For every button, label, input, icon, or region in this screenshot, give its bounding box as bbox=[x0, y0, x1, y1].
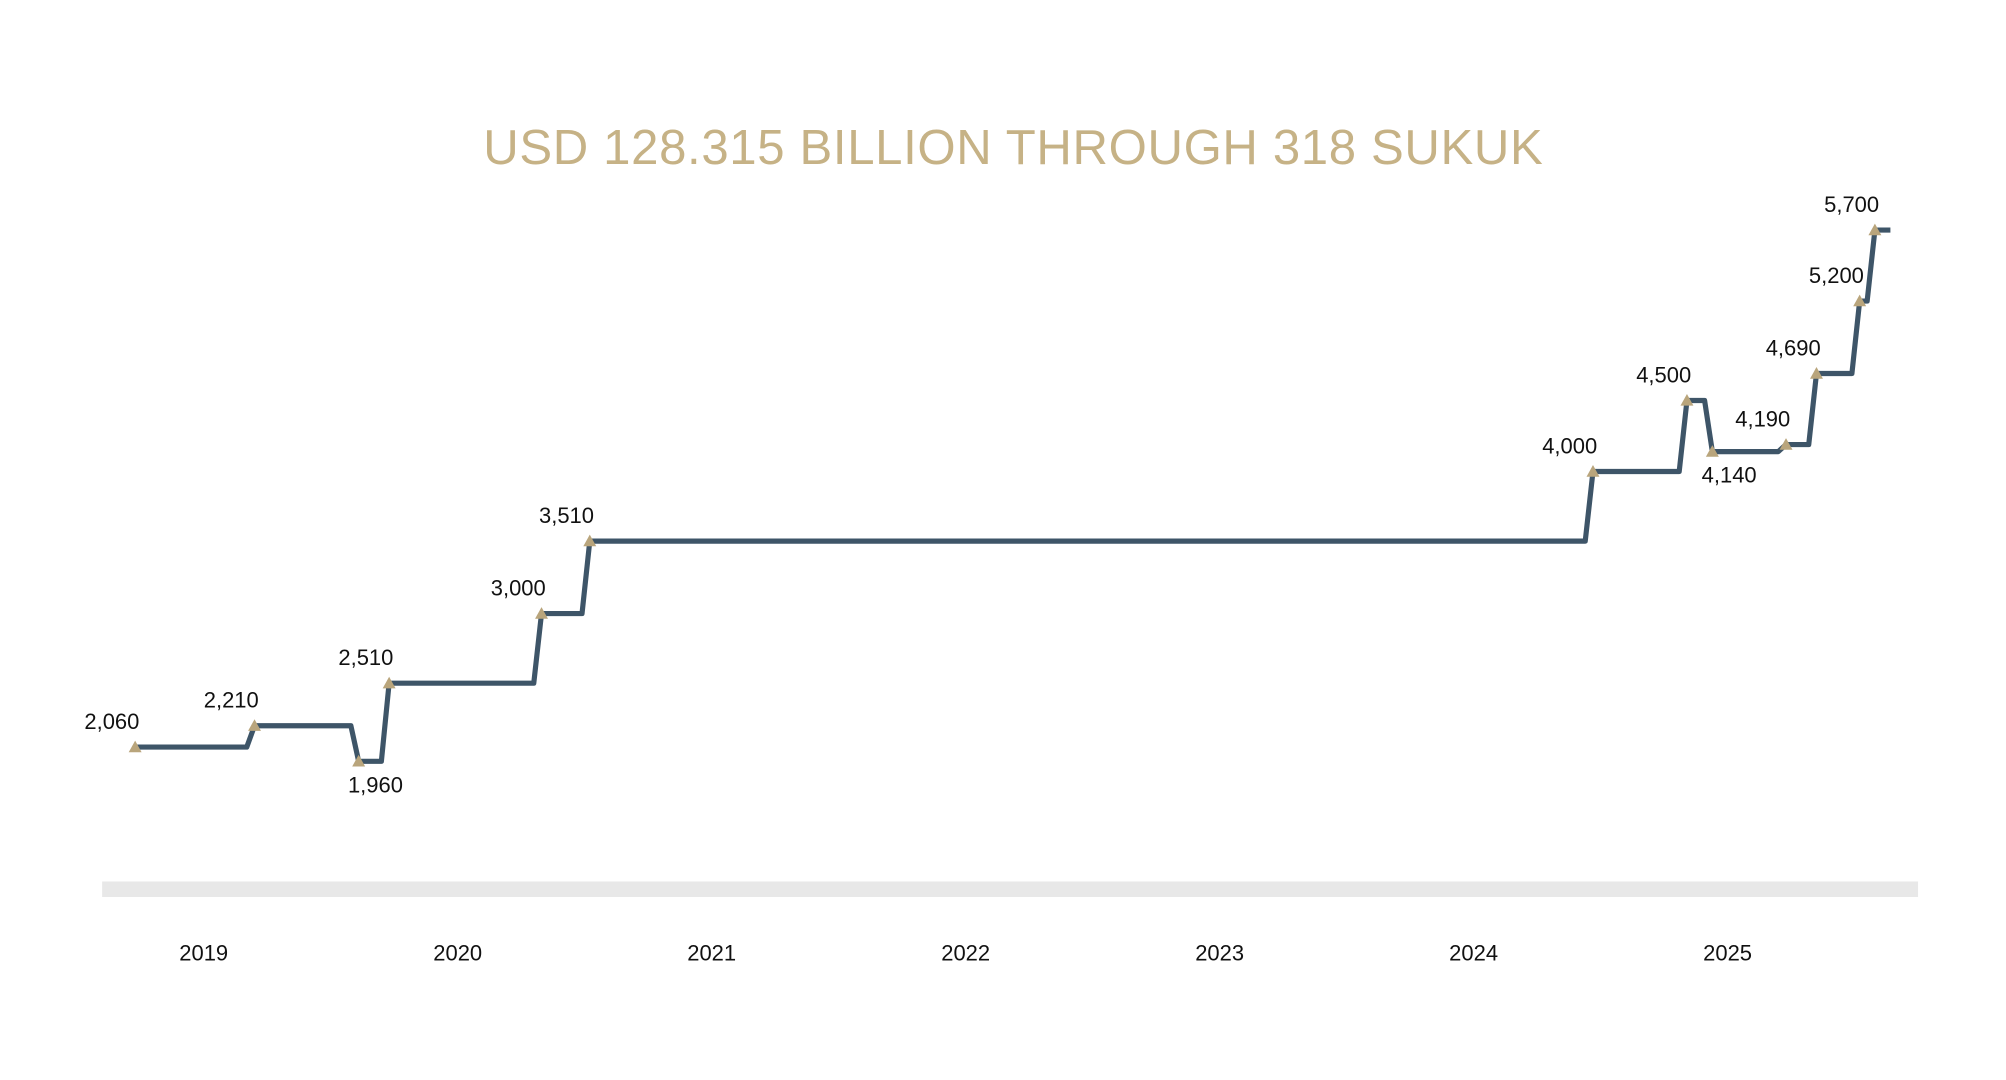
x-tick-label: 2024 bbox=[1449, 940, 1498, 965]
value-label: 4,140 bbox=[1702, 463, 1757, 488]
marker bbox=[382, 676, 396, 689]
marker bbox=[248, 719, 261, 731]
x-tick-label: 2025 bbox=[1703, 940, 1752, 965]
x-tick-label: 2021 bbox=[687, 940, 736, 965]
marker bbox=[128, 740, 142, 753]
axis-band bbox=[102, 881, 1919, 897]
x-tick-label: 2019 bbox=[179, 940, 228, 965]
chart-title: USD 128.315 BILLION THROUGH 318 SUKUK bbox=[483, 121, 1543, 175]
value-label: 1,960 bbox=[348, 772, 403, 797]
marker bbox=[1868, 223, 1882, 236]
x-tick-label: 2023 bbox=[1195, 940, 1244, 965]
value-label: 2,060 bbox=[84, 709, 139, 734]
value-label: 2,510 bbox=[338, 645, 393, 670]
value-label: 5,200 bbox=[1809, 263, 1864, 288]
value-label: 5,700 bbox=[1824, 192, 1879, 217]
marker bbox=[1680, 394, 1694, 406]
marker bbox=[1586, 465, 1600, 477]
x-tick-label: 2020 bbox=[433, 940, 482, 965]
marker bbox=[583, 534, 597, 547]
value-label: 4,500 bbox=[1636, 362, 1691, 387]
value-label: 4,000 bbox=[1542, 433, 1597, 458]
step-line bbox=[135, 227, 1891, 764]
marker bbox=[1853, 294, 1867, 307]
value-label: 2,210 bbox=[204, 688, 259, 713]
value-label: 3,510 bbox=[539, 503, 594, 528]
marker bbox=[1705, 445, 1719, 457]
marker bbox=[1779, 438, 1793, 450]
x-tick-label: 2022 bbox=[941, 940, 990, 965]
value-label: 4,690 bbox=[1766, 335, 1821, 360]
value-label: 4,190 bbox=[1735, 406, 1790, 431]
marker bbox=[535, 607, 548, 619]
marker bbox=[352, 754, 366, 767]
marker bbox=[1810, 367, 1823, 379]
value-label: 3,000 bbox=[491, 575, 546, 600]
